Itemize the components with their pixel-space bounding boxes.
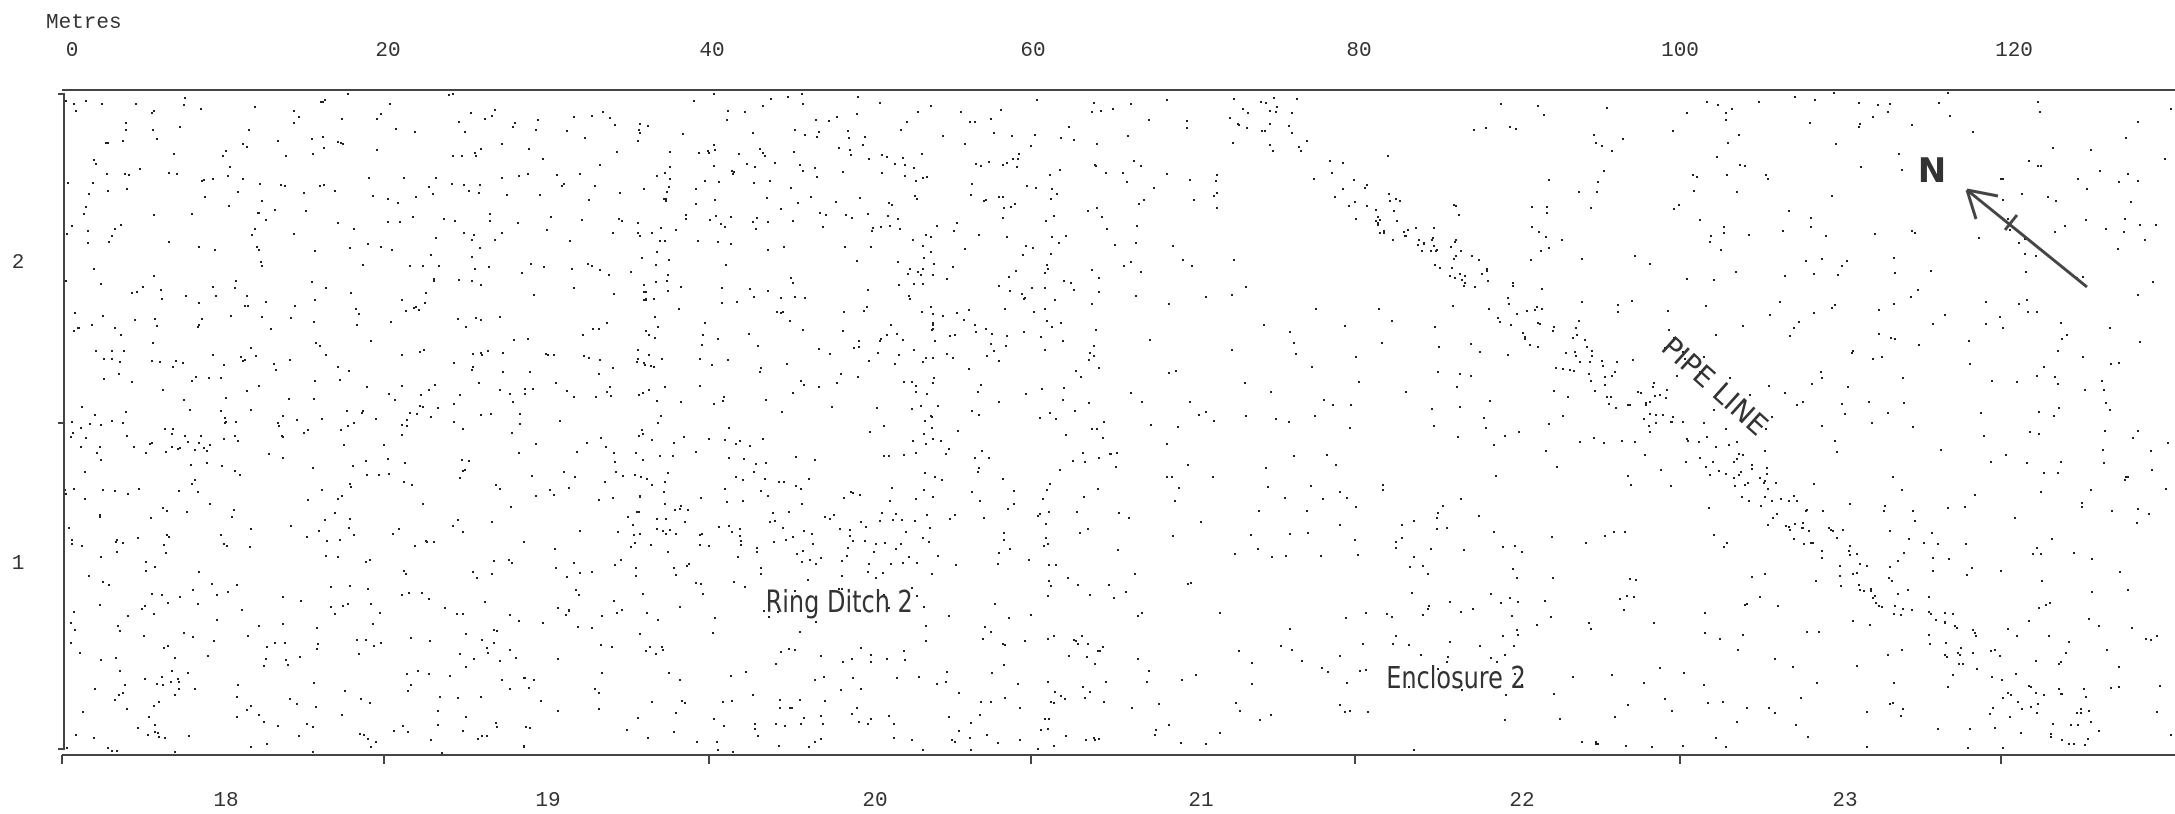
scale-label: Metres	[46, 12, 122, 35]
grid-square-label: 23	[1832, 790, 1857, 813]
scale-tick-label: 0	[66, 40, 79, 63]
scale-tick-label: 120	[1995, 40, 2033, 63]
grid-square-label: 20	[862, 790, 887, 813]
ring-ditch-label: Ring Ditch 2	[766, 585, 913, 619]
scale-tick-label: 100	[1661, 40, 1699, 63]
row-label: 1	[12, 553, 25, 576]
scale-tick-label: 80	[1346, 40, 1371, 63]
enclosure-label: Enclosure 2	[1386, 661, 1526, 695]
survey-map: Metres Ring Ditch 2 Enclosure 2 PIPE LIN…	[0, 0, 2175, 814]
north-label: N	[1918, 151, 1946, 191]
grid-square-label: 19	[535, 790, 560, 813]
grid-square-label: 21	[1188, 790, 1213, 813]
row-label: 2	[12, 252, 25, 275]
left-axis	[58, 94, 64, 749]
scale-tick-label: 40	[699, 40, 724, 63]
scale-tick-label: 20	[375, 40, 400, 63]
grid-square-label: 22	[1509, 790, 1534, 813]
scale-tick-label: 60	[1020, 40, 1045, 63]
grid-square-label: 18	[213, 790, 238, 813]
survey-texture	[64, 92, 2172, 754]
frame	[58, 90, 2175, 764]
pipe-line-label: PIPE LINE	[1655, 330, 1775, 442]
